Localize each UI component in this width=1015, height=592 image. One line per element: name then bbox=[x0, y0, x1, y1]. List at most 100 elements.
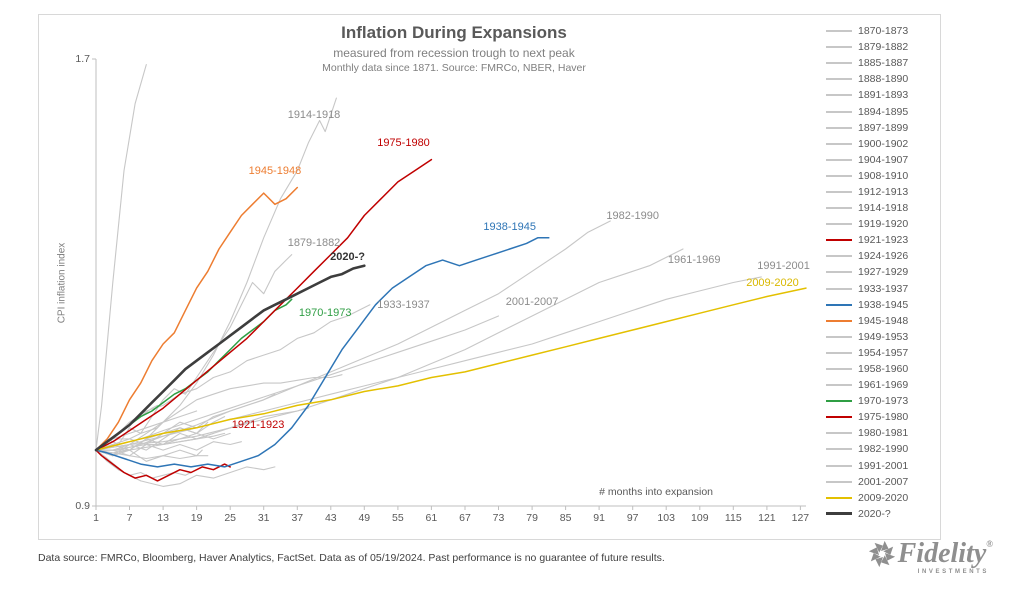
legend-swatch bbox=[826, 480, 852, 483]
legend-item: 1897-1899 bbox=[826, 120, 908, 136]
legend-item-label: 1991-2001 bbox=[858, 459, 909, 472]
series-line-1945-1948 bbox=[95, 186, 299, 451]
legend-item-label: 1933-1937 bbox=[858, 282, 909, 295]
x-tick-label: 19 bbox=[190, 512, 203, 524]
legend-swatch bbox=[826, 400, 852, 403]
legend-item: 1938-1945 bbox=[826, 297, 908, 313]
series-line-1949-1953 bbox=[95, 374, 343, 454]
series-line-1921-1923 bbox=[95, 449, 231, 482]
legend-item: 1919-1920 bbox=[826, 216, 908, 232]
x-tick-label: 31 bbox=[257, 512, 270, 524]
x-tick-label: 13 bbox=[157, 512, 169, 524]
x-tick-label: 25 bbox=[224, 512, 237, 524]
legend-item: 1870-1873 bbox=[826, 23, 908, 39]
legend-item: 1970-1973 bbox=[826, 393, 908, 409]
fidelity-logo-row: Fidelity® bbox=[868, 538, 993, 569]
legend-swatch bbox=[826, 384, 852, 387]
legend-item: 1975-1980 bbox=[826, 409, 908, 425]
legend-swatch bbox=[826, 416, 852, 419]
footer-disclaimer: Data source: FMRCo, Bloomberg, Haver Ana… bbox=[38, 552, 665, 564]
series-line-1914-1918 bbox=[95, 97, 337, 451]
legend-item: 1954-1957 bbox=[826, 345, 908, 361]
series-line-1924-1926 bbox=[95, 441, 242, 457]
legend-item: 1914-1918 bbox=[826, 200, 908, 216]
legend-swatch bbox=[826, 319, 852, 322]
series-line-1938-1945 bbox=[95, 237, 550, 468]
legend-item: 1885-1887 bbox=[826, 55, 908, 71]
series-line-1975-1980 bbox=[95, 158, 433, 451]
legend-item-label: 1888-1890 bbox=[858, 73, 909, 86]
legend-item: 1949-1953 bbox=[826, 329, 908, 345]
legend-swatch bbox=[826, 158, 852, 161]
legend-item: 1927-1929 bbox=[826, 264, 908, 280]
legend-swatch bbox=[826, 239, 852, 242]
legend-item: 1879-1882 bbox=[826, 39, 908, 55]
registered-mark: ® bbox=[986, 539, 993, 549]
legend-item-label: 1914-1918 bbox=[858, 202, 909, 215]
fidelity-logo-name: Fidelity bbox=[897, 538, 987, 569]
legend: 1870-1873 1879-1882 1885-1887 1888-1890 1891… bbox=[826, 23, 908, 522]
legend-item-label: 1982-1990 bbox=[858, 443, 909, 456]
series-line-1991-2001 bbox=[95, 276, 762, 451]
fidelity-logo-subtext: INVESTMENTS bbox=[917, 569, 989, 575]
plot-area: 1914-1918 1975-1980 1945-1948 1879-1882 2020… bbox=[57, 53, 810, 524]
legend-item-label: 1980-1981 bbox=[858, 427, 909, 440]
x-tick-label: 61 bbox=[425, 512, 438, 524]
legend-swatch bbox=[826, 223, 852, 226]
series-line-1870-1873 bbox=[95, 449, 276, 487]
legend-swatch bbox=[826, 94, 852, 97]
x-tick-label: 37 bbox=[291, 512, 304, 524]
legend-item: 1888-1890 bbox=[826, 71, 908, 87]
legend-swatch bbox=[826, 448, 852, 451]
series-line-1879-1882 bbox=[95, 254, 293, 451]
legend-item-label: 1949-1953 bbox=[858, 330, 909, 343]
legend-item: 1945-1948 bbox=[826, 313, 908, 329]
legend-item-label: 1970-1973 bbox=[858, 395, 909, 408]
series-line-1891-1893 bbox=[95, 449, 203, 462]
fidelity-logo: Fidelity® INVESTMENTS bbox=[868, 538, 993, 575]
legend-item-label: 1900-1902 bbox=[858, 137, 909, 150]
legend-item: 1933-1937 bbox=[826, 281, 908, 297]
legend-item-label: 1975-1980 bbox=[858, 411, 909, 424]
x-tick-label: 127 bbox=[791, 512, 810, 524]
x-tick-label: 97 bbox=[626, 512, 639, 524]
legend-item-label: 2009-2020 bbox=[858, 491, 909, 504]
legend-swatch bbox=[826, 368, 852, 371]
y-tick-bottom: 0.9 bbox=[75, 500, 90, 512]
legend-item: 1894-1895 bbox=[826, 103, 908, 119]
x-tick-label: 67 bbox=[459, 512, 471, 524]
legend-swatch bbox=[826, 496, 852, 499]
legend-item-label: 1961-1969 bbox=[858, 379, 909, 392]
legend-swatch bbox=[826, 432, 852, 435]
series-line-1927-1929 bbox=[95, 449, 209, 460]
legend-swatch bbox=[826, 303, 852, 306]
legend-item-label: 1945-1948 bbox=[858, 314, 909, 327]
legend-item-label: 1908-1910 bbox=[858, 169, 909, 182]
legend-item: 1924-1926 bbox=[826, 248, 908, 264]
fidelity-pinwheel-icon bbox=[868, 541, 895, 567]
legend-item-label: 1885-1887 bbox=[858, 57, 909, 70]
legend-item-label: 1927-1929 bbox=[858, 266, 909, 279]
series-line-1958-1960 bbox=[95, 432, 226, 451]
legend-item: 1900-1902 bbox=[826, 136, 908, 152]
y-tick-top: 1.7 bbox=[75, 53, 90, 65]
legend-item: 2020-? bbox=[826, 506, 908, 522]
legend-item-label: 1919-1920 bbox=[858, 218, 909, 231]
x-tick-label: 79 bbox=[526, 512, 538, 524]
legend-swatch bbox=[826, 207, 852, 210]
x-tick-label: 109 bbox=[691, 512, 709, 524]
legend-item-label: 1879-1882 bbox=[858, 41, 909, 54]
plot-svg bbox=[92, 58, 807, 510]
legend-item-label: 2001-2007 bbox=[858, 475, 909, 488]
y-axis-label: CPI inflation index bbox=[56, 242, 68, 323]
series-line-1961-1969 bbox=[95, 248, 684, 451]
series-line-2009-2020 bbox=[95, 287, 807, 451]
legend-item-label: 1904-1907 bbox=[858, 153, 909, 166]
legend-swatch bbox=[826, 142, 852, 145]
legend-swatch bbox=[826, 287, 852, 290]
legend-swatch bbox=[826, 126, 852, 129]
x-tick-label: 43 bbox=[324, 512, 337, 524]
legend-swatch bbox=[826, 46, 852, 49]
legend-item: 2009-2020 bbox=[826, 490, 908, 506]
